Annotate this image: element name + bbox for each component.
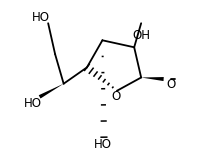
Text: HO: HO <box>93 138 111 151</box>
Polygon shape <box>141 77 164 81</box>
Polygon shape <box>39 84 64 99</box>
Text: OH: OH <box>132 29 150 42</box>
Text: O: O <box>167 78 176 91</box>
Text: O: O <box>111 90 120 103</box>
Text: HO: HO <box>31 11 49 24</box>
Text: HO: HO <box>24 97 42 110</box>
